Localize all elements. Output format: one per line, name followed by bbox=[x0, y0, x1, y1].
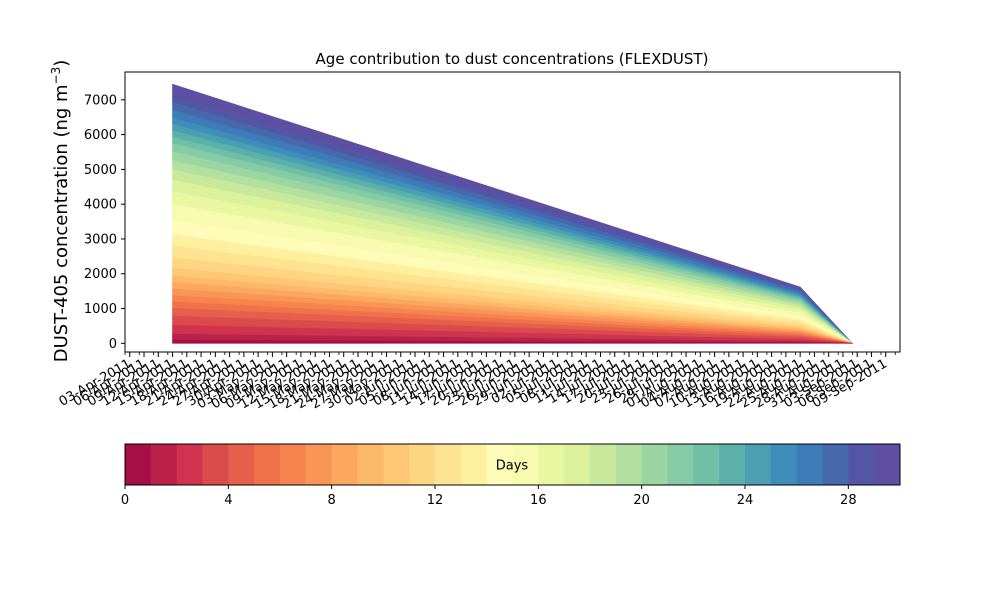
colorbar-segment bbox=[590, 444, 617, 485]
colorbar-segment bbox=[176, 444, 203, 485]
colorbar-segment bbox=[305, 444, 333, 485]
colorbar-tick-label: 16 bbox=[530, 493, 547, 508]
colorbar-segment bbox=[435, 444, 462, 485]
colorbar-segment bbox=[615, 444, 643, 485]
colorbar-segment bbox=[383, 444, 410, 485]
colorbar-tick-label: 24 bbox=[737, 493, 754, 508]
y-tick-label: 1000 bbox=[84, 302, 117, 317]
colorbar-segment bbox=[770, 444, 798, 485]
colorbar-segment bbox=[357, 444, 384, 485]
colorbar-segment bbox=[486, 444, 513, 485]
colorbar-segment bbox=[280, 444, 307, 485]
colorbar-segment bbox=[228, 444, 255, 485]
colorbar-segment bbox=[564, 444, 591, 485]
colorbar-segment bbox=[254, 444, 281, 485]
colorbar-segment bbox=[641, 444, 668, 485]
colorbar-segment bbox=[719, 444, 746, 485]
colorbar-segment bbox=[331, 444, 358, 485]
colorbar-tick-label: 8 bbox=[328, 493, 336, 508]
colorbar-tick-label: 28 bbox=[840, 493, 857, 508]
y-tick-label: 3000 bbox=[84, 232, 117, 247]
chart-title: Age contribution to dust concentrations … bbox=[316, 50, 709, 68]
area-band-day-0 bbox=[172, 339, 853, 344]
y-tick-label: 6000 bbox=[84, 128, 117, 143]
colorbar-tick-label: 4 bbox=[224, 493, 232, 508]
colorbar-segment bbox=[460, 444, 488, 485]
colorbar-segment bbox=[125, 444, 152, 485]
colorbar-segment bbox=[150, 444, 178, 485]
colorbar-tick-label: 12 bbox=[427, 493, 444, 508]
y-tick-label: 5000 bbox=[84, 163, 117, 178]
colorbar-tick-label: 0 bbox=[121, 493, 129, 508]
colorbar-segment bbox=[667, 444, 694, 485]
colorbar-segment bbox=[796, 444, 823, 485]
y-tick-label: 4000 bbox=[84, 198, 117, 213]
y-tick-label: 0 bbox=[109, 337, 117, 352]
y-axis-label: DUST-405 concentration (ng m−3) bbox=[49, 60, 72, 363]
colorbar-segment bbox=[874, 444, 901, 485]
colorbar-segment bbox=[538, 444, 565, 485]
axes-frame bbox=[124, 71, 901, 353]
y-tick-label: 7000 bbox=[84, 93, 117, 108]
plot-area: 0100020003000400050006000700003-Apr-2011… bbox=[57, 71, 901, 412]
y-tick-label: 2000 bbox=[84, 267, 117, 282]
colorbar-segment bbox=[202, 444, 229, 485]
colorbar-segment bbox=[409, 444, 436, 485]
colorbar-segment bbox=[822, 444, 849, 485]
colorbar: 0 4 8 12 16 20 24 28 Days bbox=[121, 443, 901, 508]
colorbar-label: Days bbox=[496, 459, 529, 474]
colorbar-frame bbox=[124, 443, 901, 486]
colorbar-segment bbox=[512, 444, 539, 485]
colorbar-segment bbox=[693, 444, 720, 485]
colorbar-segment bbox=[745, 444, 772, 485]
colorbar-tick-label: 20 bbox=[633, 493, 650, 508]
colorbar-segment bbox=[848, 444, 875, 485]
